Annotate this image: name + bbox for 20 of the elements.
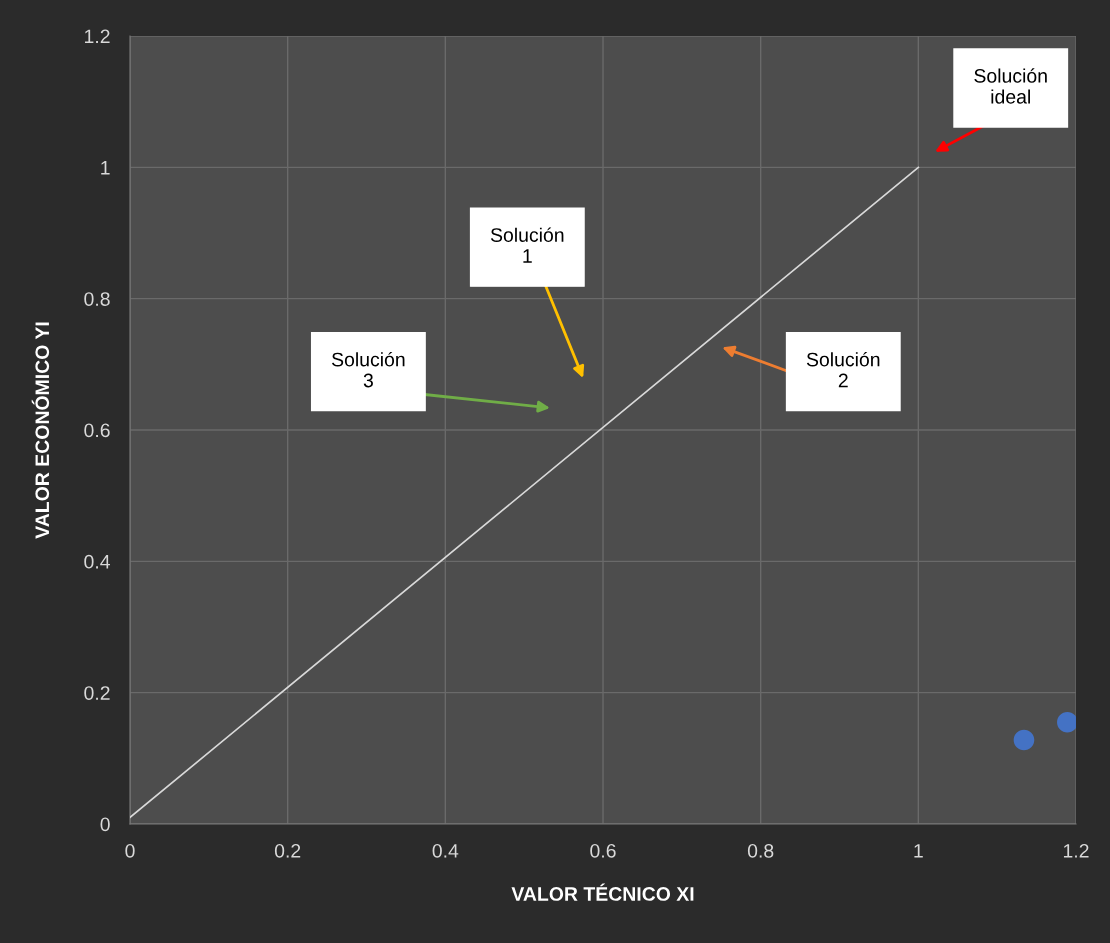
y-tick-label: 1 (101, 161, 110, 175)
x-tick-label: 1 (914, 844, 923, 858)
x-tick-label: 0.6 (590, 843, 616, 858)
x-tick-label: 1.2 (1063, 843, 1089, 858)
y-tick-label: 0.2 (84, 686, 110, 700)
annotation: Solución 1 (490, 227, 564, 263)
annotation: Solución 3 (331, 351, 405, 388)
y-tick-label: 0.4 (84, 554, 110, 569)
y-tick-label: 0.6 (84, 423, 110, 438)
y-axis-title: VALOR ECONÓMICO YI (31, 322, 50, 539)
x-tick-label: 0.4 (432, 843, 459, 858)
x-tick-label: 0 (125, 843, 135, 858)
y-tick-label: 0.8 (84, 292, 110, 306)
x-tick-label: 0.2 (274, 843, 301, 858)
x-tick-label: 0.8 (747, 843, 774, 858)
y-tick-label: 0 (100, 817, 110, 832)
annotation: Solución 2 (806, 351, 880, 388)
annotation: Solución ideal (974, 68, 1047, 104)
y-tick-label: 1.2 (85, 29, 110, 44)
x-axis-title: VALOR TÉCNICO XI (511, 883, 694, 901)
